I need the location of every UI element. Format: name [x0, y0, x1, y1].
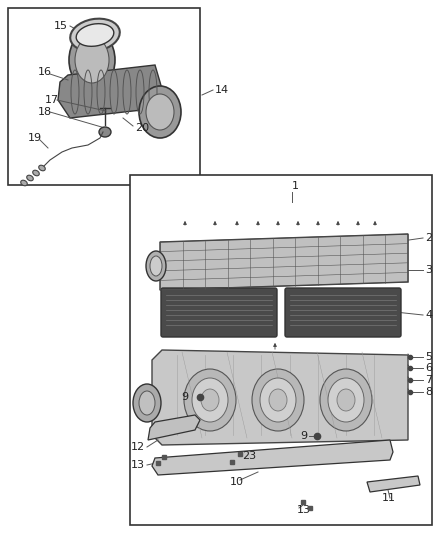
- Ellipse shape: [252, 369, 304, 431]
- Text: 9: 9: [181, 392, 188, 402]
- Text: 14: 14: [215, 85, 229, 95]
- Polygon shape: [152, 440, 393, 475]
- FancyBboxPatch shape: [285, 288, 401, 337]
- Text: 13: 13: [297, 505, 311, 515]
- Ellipse shape: [33, 170, 39, 176]
- Polygon shape: [148, 415, 200, 440]
- Ellipse shape: [21, 180, 27, 186]
- Ellipse shape: [27, 175, 33, 181]
- Ellipse shape: [320, 369, 372, 431]
- Ellipse shape: [76, 23, 114, 46]
- Text: 5: 5: [425, 352, 432, 362]
- Ellipse shape: [150, 256, 162, 276]
- Text: 8: 8: [425, 387, 432, 397]
- Ellipse shape: [146, 251, 166, 281]
- Text: 19: 19: [28, 133, 42, 143]
- Text: 4: 4: [425, 310, 432, 320]
- Text: 16: 16: [38, 67, 52, 77]
- Text: 13: 13: [131, 460, 145, 470]
- Ellipse shape: [75, 37, 109, 83]
- Text: 2: 2: [425, 233, 432, 243]
- Polygon shape: [152, 350, 408, 445]
- Text: 15: 15: [54, 21, 68, 31]
- Ellipse shape: [328, 378, 364, 422]
- Polygon shape: [58, 65, 165, 118]
- Text: 17: 17: [45, 95, 59, 105]
- Text: 23: 23: [242, 451, 256, 461]
- Text: 10: 10: [230, 477, 244, 487]
- Text: 9: 9: [300, 431, 307, 441]
- Ellipse shape: [99, 127, 111, 137]
- Ellipse shape: [133, 384, 161, 422]
- Text: 3: 3: [425, 265, 432, 275]
- Text: 6: 6: [425, 363, 432, 373]
- Text: 12: 12: [131, 442, 145, 452]
- FancyBboxPatch shape: [130, 175, 432, 525]
- Ellipse shape: [192, 378, 228, 422]
- Polygon shape: [160, 234, 408, 290]
- Ellipse shape: [201, 389, 219, 411]
- Ellipse shape: [184, 369, 236, 431]
- Text: 1: 1: [292, 181, 299, 191]
- Ellipse shape: [70, 19, 120, 51]
- Ellipse shape: [269, 389, 287, 411]
- Ellipse shape: [139, 391, 155, 415]
- Ellipse shape: [139, 86, 181, 138]
- Text: 20: 20: [135, 123, 149, 133]
- FancyBboxPatch shape: [8, 8, 200, 185]
- Ellipse shape: [260, 378, 296, 422]
- Ellipse shape: [69, 30, 115, 90]
- Text: 11: 11: [382, 493, 396, 503]
- FancyBboxPatch shape: [161, 288, 277, 337]
- Ellipse shape: [337, 389, 355, 411]
- Polygon shape: [367, 476, 420, 492]
- Text: 18: 18: [38, 107, 52, 117]
- Ellipse shape: [146, 94, 174, 130]
- Text: 7: 7: [425, 375, 432, 385]
- Ellipse shape: [39, 165, 45, 171]
